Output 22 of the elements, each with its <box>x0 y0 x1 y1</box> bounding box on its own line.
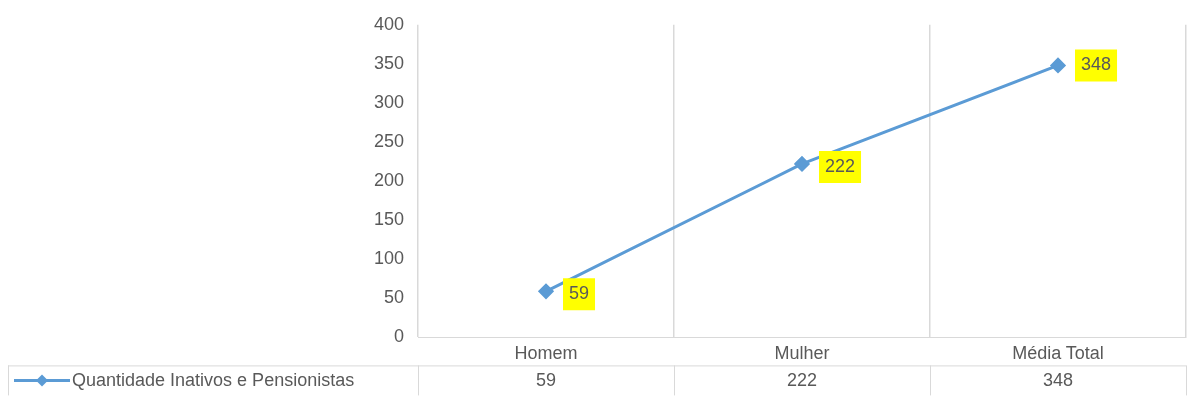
point <box>1050 57 1066 73</box>
y-tick-label: 150 <box>373 209 404 230</box>
data-label: 348 <box>1081 54 1112 75</box>
data-label: 222 <box>825 155 856 176</box>
text: 59 <box>535 370 557 391</box>
y-tick-label: 300 <box>373 91 404 112</box>
legend-label: Quantidade Inativos e Pensionistas <box>72 370 355 391</box>
y-tick-label: 100 <box>373 248 404 269</box>
x-tick-label: Média Total <box>1012 343 1104 364</box>
y-tick-label: 400 <box>373 13 404 34</box>
y-tick-label: 0 <box>393 326 404 347</box>
point <box>538 283 554 299</box>
text: 348 <box>1042 370 1074 391</box>
text: 222 <box>786 370 818 391</box>
point <box>794 156 810 172</box>
data-label: 59 <box>569 283 590 304</box>
x-tick-label: Homem <box>514 343 578 364</box>
y-tick-label: 50 <box>383 287 404 308</box>
y-tick-label: 250 <box>373 130 404 151</box>
y-tick-label: 200 <box>373 170 404 191</box>
y-tick-label: 350 <box>373 52 404 73</box>
x-tick-label: Mulher <box>774 343 830 364</box>
